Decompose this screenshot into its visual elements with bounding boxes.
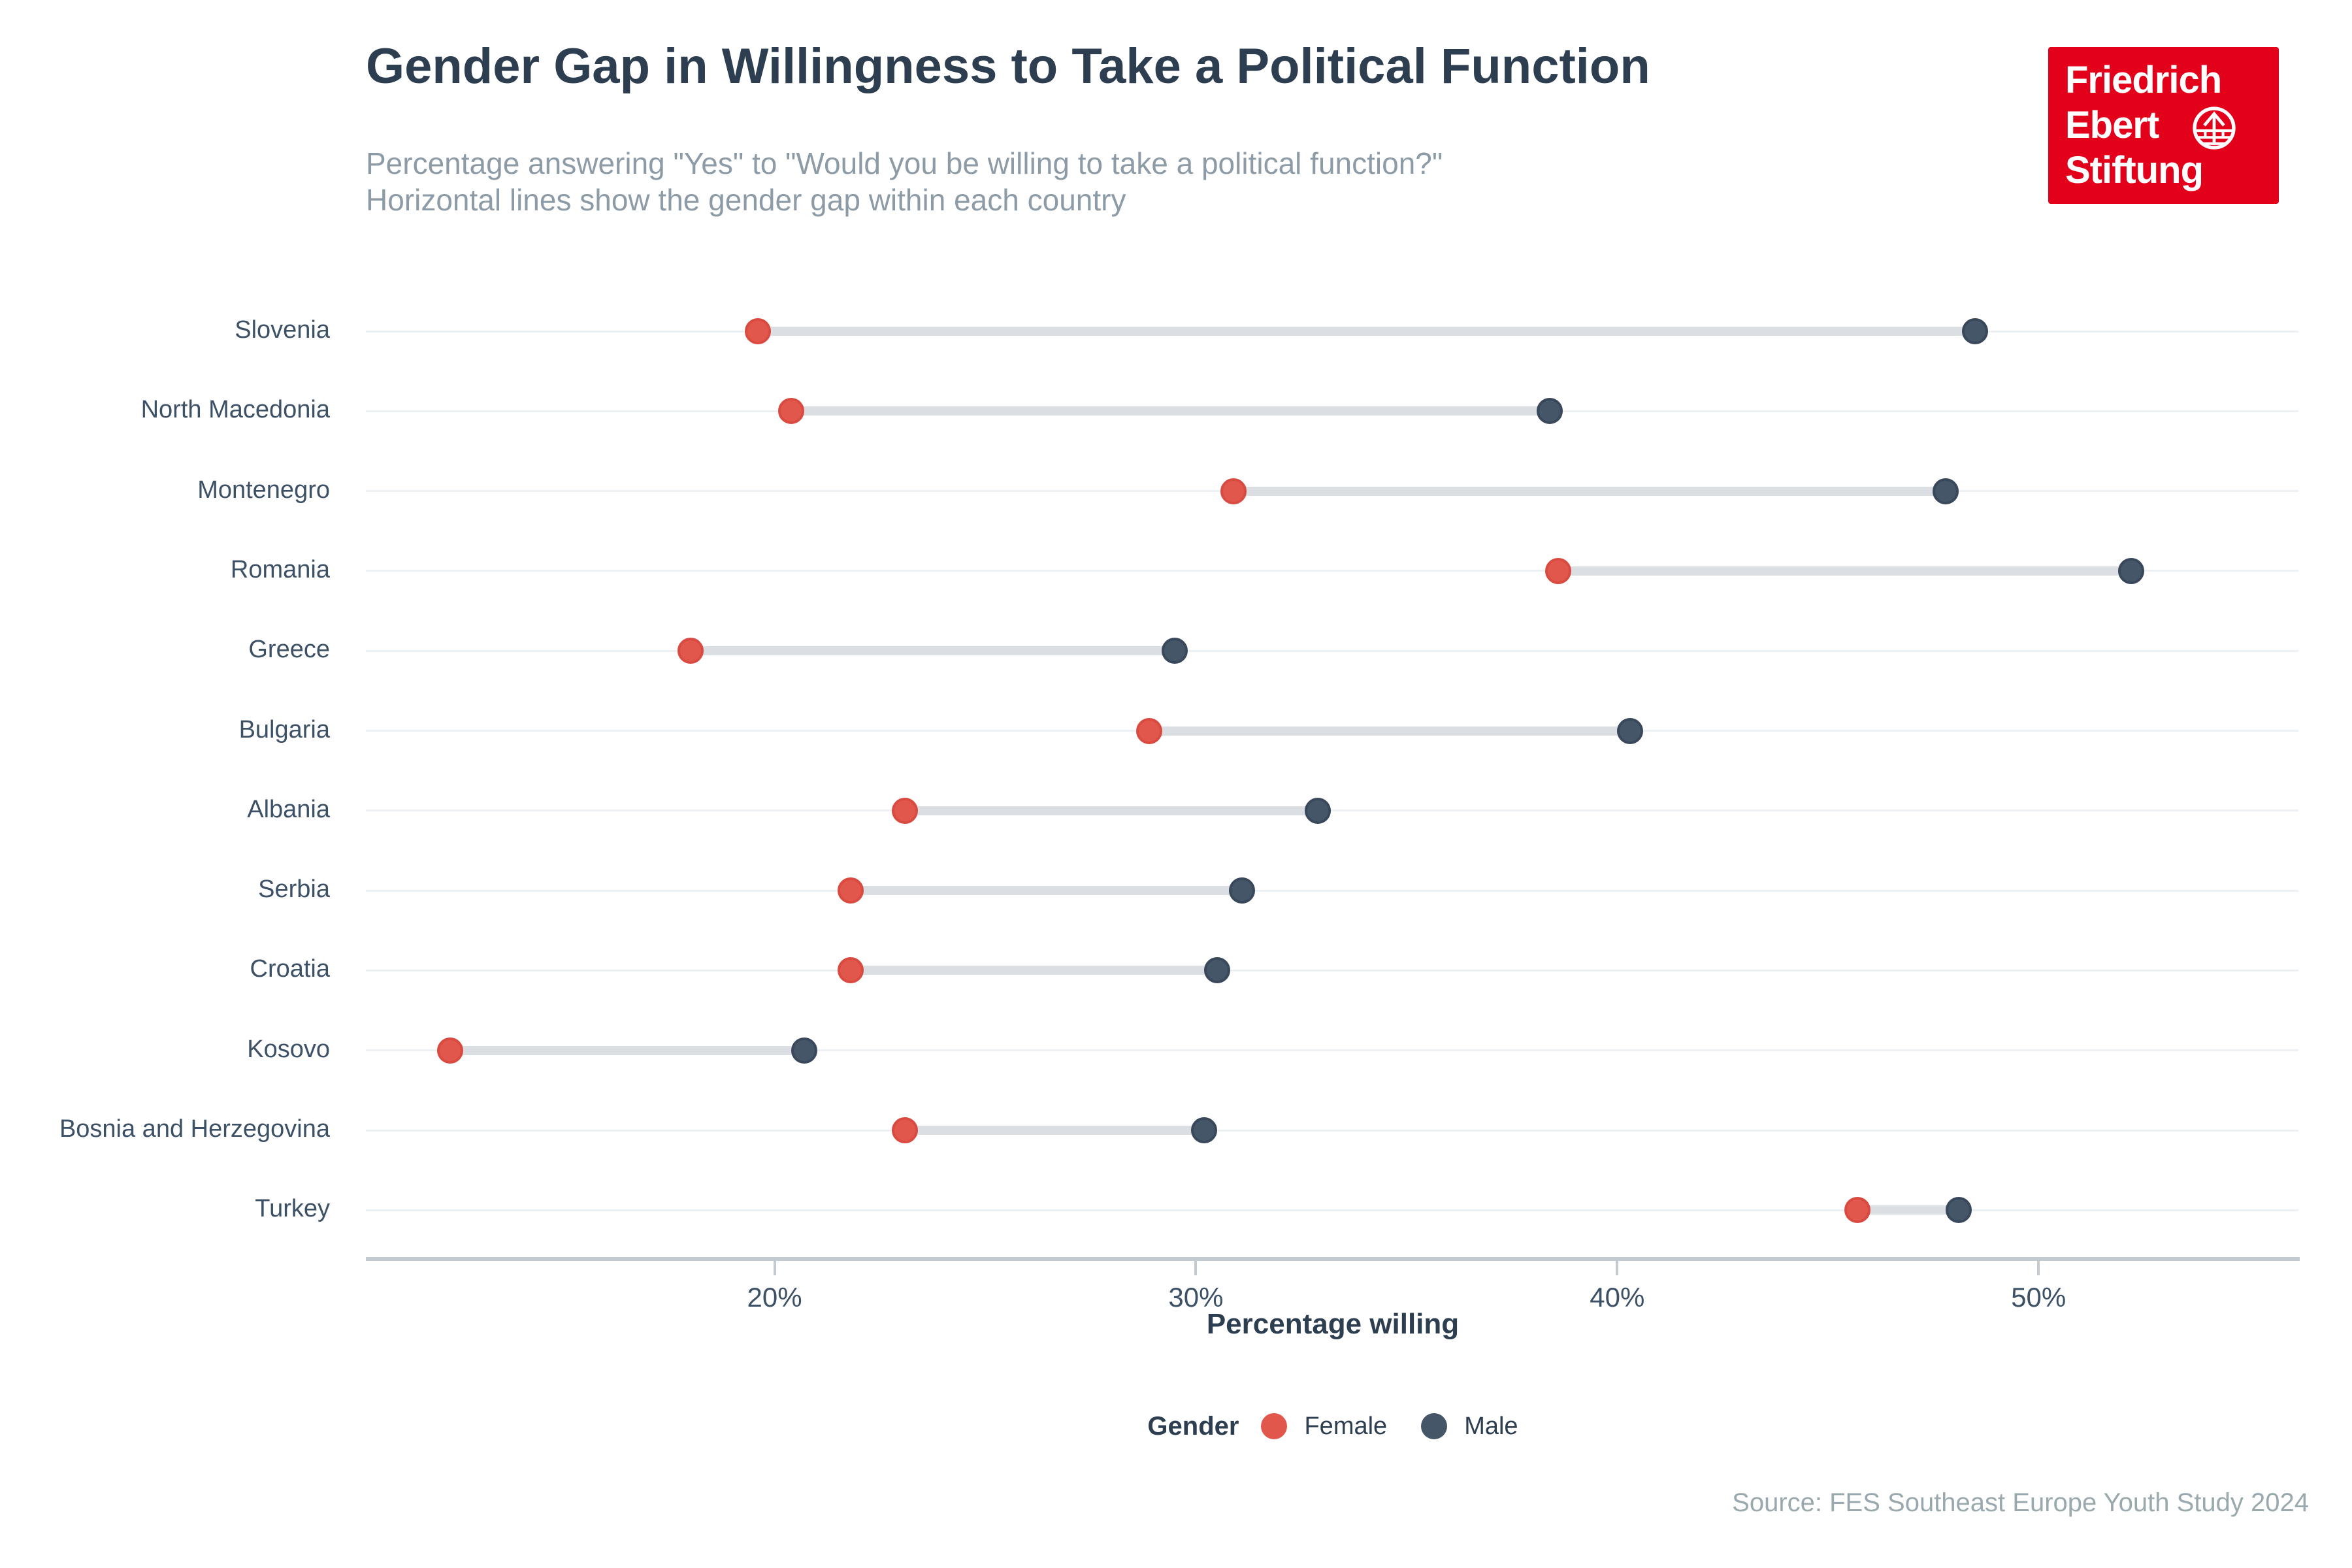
x-tick-mark — [773, 1261, 776, 1275]
fes-globe-icon — [2193, 106, 2236, 150]
male-dot — [1962, 318, 1989, 344]
chart-title: Gender Gap in Willingness to Take a Poli… — [366, 39, 1650, 94]
x-tick-mark — [1616, 1261, 1619, 1275]
gender-gap-line — [690, 646, 1175, 656]
male-dot — [791, 1037, 817, 1064]
chart-subtitle: Percentage answering "Yes" to "Would you… — [366, 145, 1443, 218]
legend-title: Gender — [1147, 1411, 1239, 1441]
legend-female-dot — [1261, 1413, 1288, 1439]
male-dot — [1203, 957, 1230, 984]
country-label: North Macedonia — [140, 396, 330, 424]
country-label: Serbia — [258, 875, 330, 904]
country-label: Bosnia and Herzegovina — [59, 1115, 330, 1143]
gender-gap-line — [791, 406, 1550, 416]
female-dot — [677, 638, 704, 664]
x-tick-label: 40% — [1590, 1282, 1645, 1313]
gridline — [366, 809, 2298, 812]
male-dot — [1945, 1197, 1972, 1224]
x-tick-label: 20% — [747, 1282, 802, 1313]
female-dot — [1220, 478, 1247, 504]
female-dot — [1844, 1197, 1870, 1224]
legend-label: Male — [1464, 1412, 1518, 1440]
male-dot — [1933, 478, 1959, 504]
gender-gap-line — [905, 806, 1318, 815]
legend-entry: Female — [1261, 1413, 1387, 1441]
gender-gap-line — [905, 1126, 1205, 1135]
gender-gap-line — [1558, 566, 2132, 576]
country-label: Slovenia — [235, 316, 330, 344]
gender-gap-line — [449, 1045, 804, 1055]
gridline — [366, 1209, 2298, 1211]
legend-entries: Female Male — [1261, 1413, 1518, 1441]
female-dot — [837, 877, 864, 904]
subtitle-line-2: Horizontal lines show the gender gap wit… — [366, 183, 1126, 217]
legend-label: Female — [1304, 1412, 1388, 1440]
x-tick-mark — [1194, 1261, 1198, 1275]
country-label: Kosovo — [247, 1035, 330, 1063]
female-dot — [1136, 717, 1163, 744]
gender-gap-line — [850, 966, 1217, 975]
male-dot — [1229, 877, 1256, 904]
female-dot — [778, 398, 805, 425]
male-dot — [1616, 717, 1643, 744]
gridline — [366, 1049, 2298, 1052]
male-dot — [2118, 557, 2145, 584]
male-dot — [1537, 398, 1563, 425]
legend-entry: Male — [1421, 1413, 1518, 1441]
male-dot — [1162, 638, 1188, 664]
x-axis-title: Percentage willing — [1206, 1308, 1460, 1340]
female-dot — [1545, 557, 1571, 584]
country-label: Turkey — [255, 1195, 330, 1223]
x-axis-line — [366, 1257, 2300, 1261]
gridline — [366, 1129, 2298, 1132]
male-dot — [1191, 1117, 1218, 1143]
female-dot — [892, 1117, 919, 1143]
fes-logo: Friedrich Ebert Stiftung — [2048, 47, 2279, 204]
x-tick-label: 30% — [1168, 1282, 1224, 1313]
female-dot — [892, 797, 919, 824]
x-tick-label: 50% — [2011, 1282, 2066, 1313]
x-tick-mark — [2037, 1261, 2040, 1275]
fes-logo-line-2: Ebert — [2065, 104, 2159, 146]
gridline — [366, 889, 2298, 892]
female-dot — [436, 1037, 463, 1064]
country-label: Montenegro — [197, 476, 330, 504]
gridline — [366, 969, 2298, 972]
female-dot — [744, 318, 771, 344]
country-label: Greece — [248, 636, 330, 664]
country-label: Croatia — [250, 955, 331, 983]
country-label: Albania — [247, 795, 330, 823]
gridline — [366, 570, 2298, 572]
male-dot — [1305, 797, 1331, 824]
country-label: Romania — [230, 555, 330, 583]
source-note: Source: FES Southeast Europe Youth Study… — [1732, 1488, 2309, 1517]
country-label: Bulgaria — [238, 715, 330, 743]
fes-logo-text: Friedrich Ebert Stiftung — [2065, 57, 2222, 193]
female-dot — [837, 957, 864, 984]
legend: Gender Female Male — [810, 1403, 1855, 1449]
gender-gap-line — [757, 327, 1976, 336]
gridline — [366, 649, 2298, 652]
gender-gap-line — [850, 886, 1243, 896]
gender-gap-line — [1149, 726, 1630, 736]
fes-logo-line-1: Friedrich — [2065, 59, 2222, 101]
subtitle-line-1: Percentage answering "Yes" to "Would you… — [366, 146, 1443, 180]
fes-logo-line-3: Stiftung — [2065, 149, 2204, 191]
gender-gap-line — [1233, 486, 1946, 496]
gender-gap-line — [1857, 1205, 1959, 1215]
legend-male-dot — [1421, 1413, 1448, 1439]
